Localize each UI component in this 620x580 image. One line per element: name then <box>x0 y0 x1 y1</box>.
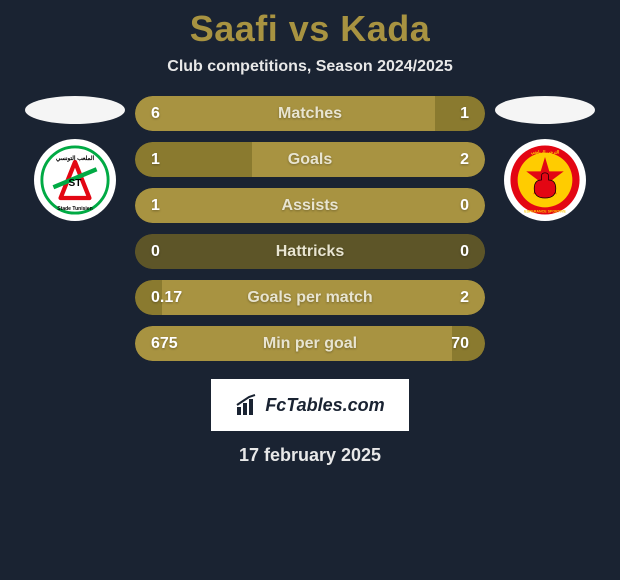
stat-value-right: 2 <box>425 151 485 169</box>
chart-icon <box>235 393 259 417</box>
right-player-col: الترجي الرياضي ESPERANCE SPORTIVE <box>495 96 595 221</box>
esperance-tunis-icon: الترجي الرياضي ESPERANCE SPORTIVE <box>509 144 581 216</box>
stat-bar: 675Min per goal70 <box>135 326 485 361</box>
stat-value-left: 0.17 <box>135 289 195 307</box>
stat-label: Goals per match <box>195 289 425 307</box>
stat-value-right: 70 <box>425 335 485 353</box>
stat-label: Matches <box>195 105 425 123</box>
date-label: 17 february 2025 <box>239 445 381 466</box>
stat-label: Min per goal <box>195 335 425 353</box>
stat-bar: 6Matches1 <box>135 96 485 131</box>
stade-tunisien-icon: الملعب التونسي ST Stade Tunisien <box>39 144 111 216</box>
stat-value-right: 2 <box>425 289 485 307</box>
svg-text:Stade Tunisien: Stade Tunisien <box>57 206 92 212</box>
stat-bar: 1Goals2 <box>135 142 485 177</box>
stat-bar: 1Assists0 <box>135 188 485 223</box>
svg-text:الملعب التونسي: الملعب التونسي <box>56 155 95 162</box>
stat-value-left: 1 <box>135 197 195 215</box>
right-club-badge: الترجي الرياضي ESPERANCE SPORTIVE <box>504 139 586 221</box>
stat-value-left: 1 <box>135 151 195 169</box>
svg-text:ESPERANCE SPORTIVE: ESPERANCE SPORTIVE <box>524 209 566 213</box>
stat-label: Hattricks <box>195 243 425 261</box>
stat-value-left: 6 <box>135 105 195 123</box>
stat-value-left: 675 <box>135 335 195 353</box>
subtitle: Club competitions, Season 2024/2025 <box>167 58 452 76</box>
left-player-col: الملعب التونسي ST Stade Tunisien <box>25 96 125 221</box>
brand-footer[interactable]: FcTables.com <box>211 379 409 431</box>
stat-bar: 0Hattricks0 <box>135 234 485 269</box>
stat-label: Assists <box>195 197 425 215</box>
page-title: Saafi vs Kada <box>190 8 431 50</box>
stats-column: 6Matches11Goals21Assists00Hattricks00.17… <box>135 96 485 361</box>
left-club-badge: الملعب التونسي ST Stade Tunisien <box>34 139 116 221</box>
left-player-placeholder <box>25 96 125 124</box>
stat-value-right: 0 <box>425 197 485 215</box>
comparison-row: الملعب التونسي ST Stade Tunisien 6Matche… <box>0 96 620 361</box>
stat-bar: 0.17Goals per match2 <box>135 280 485 315</box>
stat-value-left: 0 <box>135 243 195 261</box>
svg-text:ST: ST <box>69 178 83 189</box>
brand-text: FcTables.com <box>265 395 384 416</box>
stat-value-right: 1 <box>425 105 485 123</box>
right-player-placeholder <box>495 96 595 124</box>
stat-label: Goals <box>195 151 425 169</box>
stat-value-right: 0 <box>425 243 485 261</box>
